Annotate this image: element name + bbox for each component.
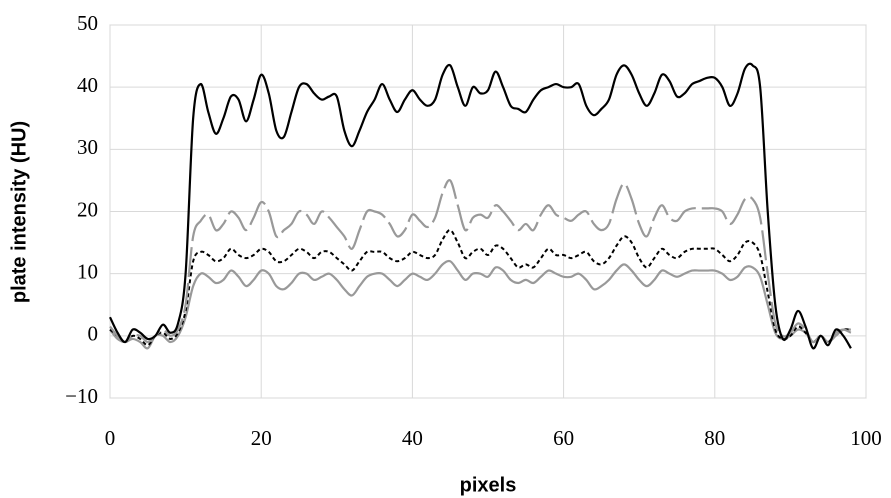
y-tick-label: 0 (88, 322, 99, 346)
y-tick-label: 10 (77, 259, 98, 283)
x-tick-label: 80 (704, 426, 725, 450)
data-line (109, 229, 851, 347)
data-line (109, 179, 852, 344)
x-axis-title: pixels (460, 474, 517, 496)
y-axis-title: plate intensity (HU) (8, 121, 30, 303)
y-tick-label: 40 (77, 73, 98, 97)
x-tick-label: 0 (105, 426, 116, 450)
y-tick-label: −10 (65, 384, 98, 408)
x-tick-label: 40 (402, 426, 423, 450)
y-tick-label: 30 (77, 135, 98, 159)
y-tick-label: 50 (77, 11, 98, 35)
data-line (109, 259, 851, 350)
y-tick-label: 20 (77, 197, 98, 221)
x-tick-label: 100 (850, 426, 882, 450)
x-tick-label: 60 (553, 426, 574, 450)
x-tick-label: 20 (251, 426, 272, 450)
data-line (109, 62, 852, 350)
